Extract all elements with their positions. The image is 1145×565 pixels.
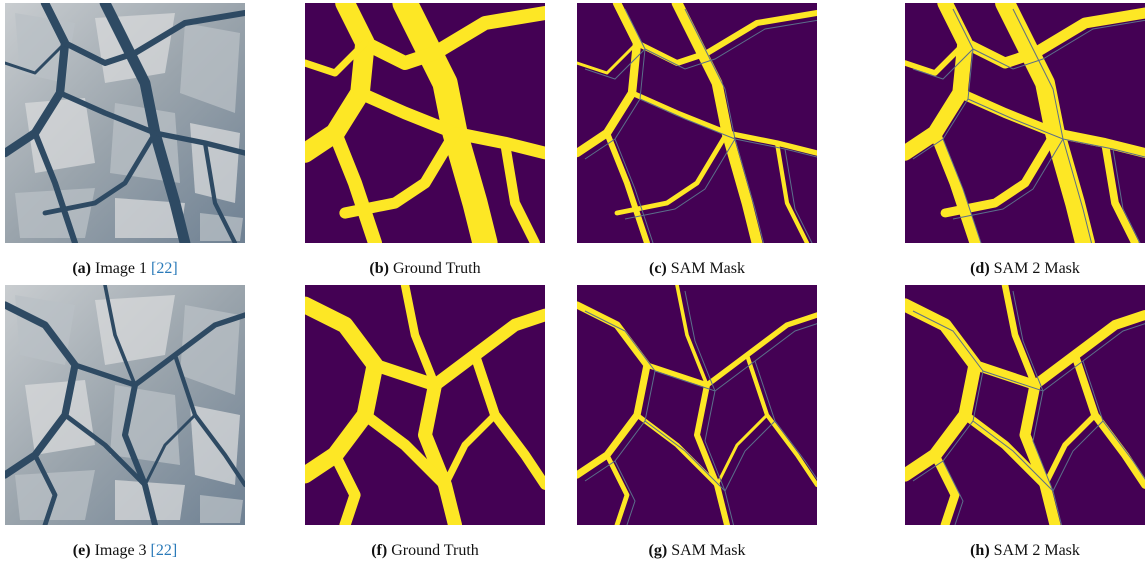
- panel: [305, 285, 545, 525]
- caption-text: Image 3: [95, 542, 147, 559]
- mask: [905, 285, 1145, 525]
- caption: (g) SAM Mask: [547, 542, 847, 560]
- caption-text: Ground Truth: [391, 542, 479, 559]
- caption-text: SAM Mask: [671, 542, 745, 559]
- mask: [577, 3, 817, 243]
- caption: (b) Ground Truth: [275, 260, 575, 278]
- panel: [905, 3, 1145, 243]
- citation[interactable]: [22]: [151, 542, 178, 559]
- mask: [305, 3, 545, 243]
- panel: [5, 3, 245, 243]
- panel: [905, 285, 1145, 525]
- panel: [577, 3, 817, 243]
- caption-text: Ground Truth: [393, 260, 481, 277]
- caption-text: SAM Mask: [671, 260, 745, 277]
- caption-text: SAM 2 Mask: [994, 260, 1080, 277]
- mask: [577, 285, 817, 525]
- panel-label: (a): [72, 260, 91, 277]
- figure: (a) Image 1 [22](b) Ground Truth(c) SAM …: [0, 0, 1145, 565]
- mask: [305, 285, 545, 525]
- panel-label: (f): [371, 542, 387, 559]
- photo: [5, 3, 245, 243]
- panel-label: (h): [970, 542, 990, 559]
- panel-label: (d): [970, 260, 990, 277]
- panel-label: (g): [649, 542, 668, 559]
- panel: [305, 3, 545, 243]
- caption-text: SAM 2 Mask: [994, 542, 1080, 559]
- caption: (a) Image 1 [22]: [0, 260, 275, 278]
- panel-label: (c): [649, 260, 667, 277]
- caption-text: Image 1: [95, 260, 147, 277]
- caption: (f) Ground Truth: [275, 542, 575, 560]
- panel-label: (e): [73, 542, 91, 559]
- panel-label: (b): [369, 260, 389, 277]
- caption: (e) Image 3 [22]: [0, 542, 275, 560]
- caption: (d) SAM 2 Mask: [875, 260, 1145, 278]
- caption: (h) SAM 2 Mask: [875, 542, 1145, 560]
- mask: [905, 3, 1145, 243]
- caption: (c) SAM Mask: [547, 260, 847, 278]
- panel: [5, 285, 245, 525]
- panel: [577, 285, 817, 525]
- citation[interactable]: [22]: [151, 260, 178, 277]
- photo: [5, 285, 245, 525]
